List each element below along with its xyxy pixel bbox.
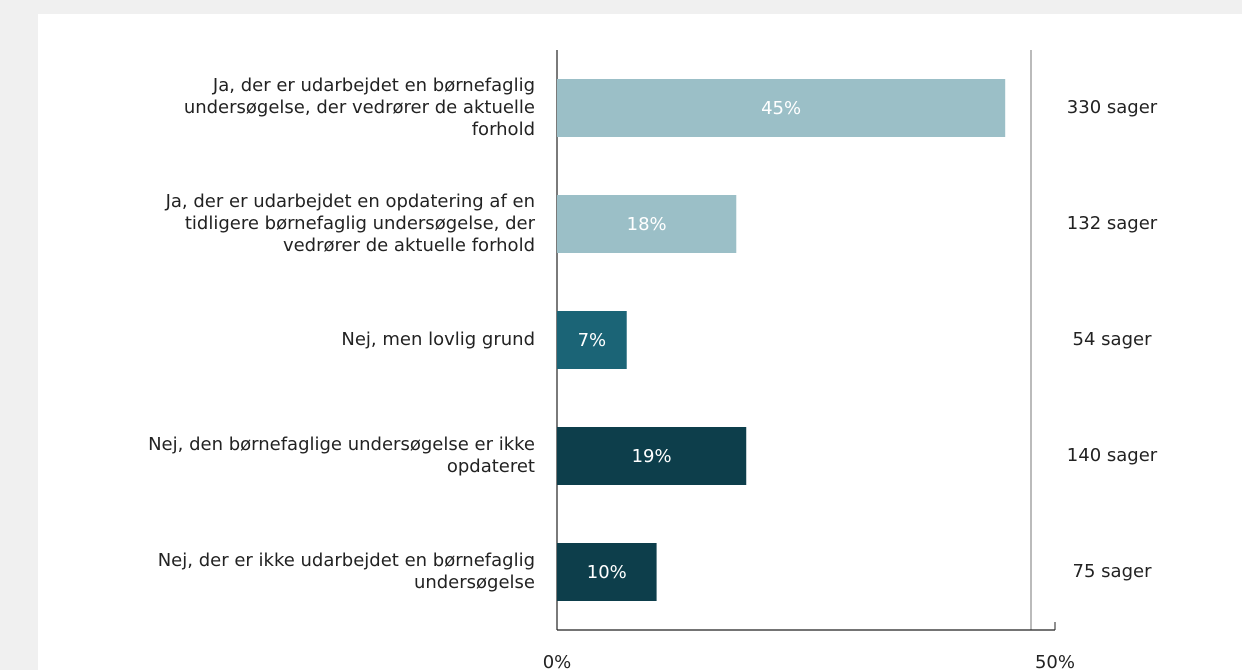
value-label: 45% — [761, 98, 801, 119]
category-label: Ja, der er udarbejdet en opdatering af e… — [165, 191, 535, 256]
bar — [557, 311, 627, 369]
bar — [557, 543, 657, 601]
value-label: 19% — [632, 446, 672, 467]
case-label: 132 sager — [1067, 213, 1158, 234]
bar — [557, 427, 747, 485]
category-label: Nej, den børnefaglige undersøgelse er ik… — [148, 434, 535, 477]
case-label: 75 sager — [1073, 561, 1153, 582]
case-label: 54 sager — [1073, 329, 1153, 350]
bar — [557, 195, 737, 253]
value-label: 18% — [627, 214, 667, 235]
x-tick-label: 0% — [543, 652, 572, 670]
case-label: 140 sager — [1067, 445, 1158, 466]
value-label: 7% — [578, 330, 607, 351]
case-label: 330 sager — [1067, 97, 1158, 118]
bar — [557, 79, 1006, 137]
category-label: Nej, der er ikke udarbejdet en børnefagl… — [157, 550, 535, 593]
category-label: Ja, der er udarbejdet en børnefaglig und… — [183, 75, 535, 140]
x-tick-label: 50% — [1035, 652, 1075, 670]
value-label: 10% — [587, 562, 627, 583]
category-label: Nej, men lovlig grund — [341, 329, 535, 350]
